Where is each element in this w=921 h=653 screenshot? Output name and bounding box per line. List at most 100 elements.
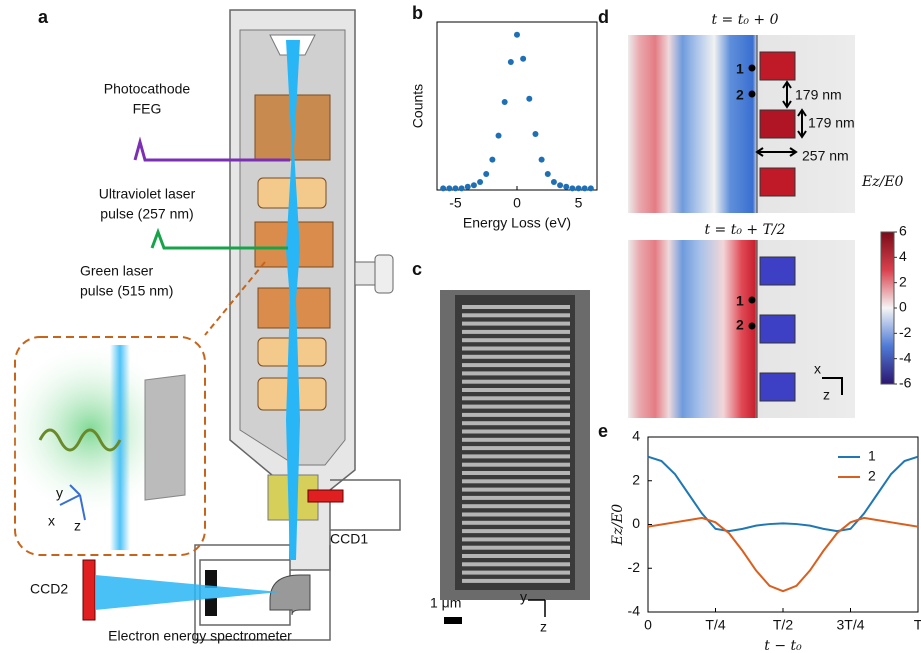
data-point	[582, 185, 588, 191]
panel-label: e	[598, 421, 608, 441]
x-axis-label: t − t₀	[764, 638, 802, 653]
grating-rib	[462, 322, 570, 326]
grating-rib	[462, 479, 570, 483]
grating-rib	[462, 363, 570, 367]
grating-rib	[462, 454, 570, 458]
y-axis-label: Counts	[410, 84, 426, 128]
panel-label: c	[412, 259, 422, 279]
grating-rib	[462, 546, 570, 550]
scale-bar-label: 1 μm	[430, 595, 461, 611]
grating-rib	[462, 338, 570, 342]
detector-label: CCD2	[30, 581, 68, 597]
dimension-label: 257 nm	[802, 148, 849, 164]
grating-rib	[462, 380, 570, 384]
grating-rib	[462, 421, 570, 425]
grating-rib	[462, 463, 570, 467]
data-point	[459, 185, 465, 191]
data-point	[551, 179, 557, 185]
grating-rib	[462, 571, 570, 575]
y-tick-label: 4	[632, 428, 640, 444]
laser-label: pulse (515 nm)	[80, 283, 173, 299]
data-point	[477, 179, 483, 185]
data-point	[452, 185, 458, 191]
grating-rib	[462, 579, 570, 583]
colorbar-tick-label: -2	[899, 324, 912, 340]
data-point	[539, 157, 545, 163]
spectrometer-label: Electron energy spectrometer	[108, 628, 292, 644]
legend-label: 1	[868, 448, 876, 464]
data-point	[489, 157, 495, 163]
data-point	[557, 182, 563, 188]
axis-label: x	[814, 361, 821, 377]
point-label: 2	[736, 317, 744, 333]
page: a b c d e Photocathode FEG Ultraviolet l…	[0, 0, 921, 653]
data-point	[545, 171, 551, 177]
y-axis-label: Ez/E0	[610, 504, 626, 547]
sem-image	[440, 290, 590, 624]
x-tick-label: -5	[449, 195, 462, 211]
x-tick-label: T	[914, 617, 921, 633]
grating-rib	[462, 554, 570, 558]
panel-label: b	[412, 3, 423, 23]
colorbar-tick-label: 4	[899, 248, 907, 264]
grating-rib	[462, 446, 570, 450]
figure: a b c d e Photocathode FEG Ultraviolet l…	[0, 0, 921, 653]
grating-rib	[462, 496, 570, 500]
axis-label: y	[520, 589, 527, 605]
dimension-label: 179 nm	[808, 115, 855, 131]
data-point	[471, 182, 477, 188]
data-point	[532, 131, 538, 137]
y-tick-label: 0	[632, 515, 640, 531]
grating-rib	[462, 529, 570, 533]
grating-rib	[462, 438, 570, 442]
panel-label: a	[38, 7, 49, 27]
time-label: t = t₀ + T/2	[704, 222, 785, 238]
x-tick-label: 0	[644, 617, 652, 633]
data-point	[576, 185, 582, 191]
axis-label: z	[823, 387, 830, 403]
data-point	[526, 96, 532, 102]
grating-rib	[462, 371, 570, 375]
data-point	[508, 59, 514, 65]
x-tick-label: 3T/4	[836, 617, 864, 633]
laser-label: Green laser	[80, 263, 153, 279]
plot-frame	[648, 437, 918, 612]
x-tick-label: 5	[575, 195, 583, 211]
grating-rib	[462, 388, 570, 392]
data-point	[514, 32, 520, 38]
data-point	[502, 99, 508, 105]
grating-rib	[462, 405, 570, 409]
x-tick-label: T/2	[773, 617, 793, 633]
plot-frame	[437, 22, 597, 190]
axis-label: z	[540, 619, 547, 635]
x-tick-label: 0	[513, 195, 521, 211]
grating-rib	[462, 562, 570, 566]
y-tick-label: -2	[628, 559, 641, 575]
grating-rib	[462, 471, 570, 475]
grating-rib	[462, 313, 570, 317]
grating-rib	[462, 396, 570, 400]
grating-rib	[462, 355, 570, 359]
legend-label: 2	[868, 468, 876, 484]
colorbar-tick-label: -4	[899, 349, 912, 365]
grating-rib	[462, 513, 570, 517]
grating-rib	[462, 537, 570, 541]
axis-label: x	[48, 513, 55, 529]
source-label: Photocathode	[104, 81, 191, 97]
x-axis-label: Energy Loss (eV)	[463, 215, 571, 231]
data-point	[465, 184, 471, 190]
data-point	[569, 185, 575, 191]
data-point	[496, 133, 502, 139]
grating-rib	[462, 347, 570, 351]
colorbar-tick-label: 2	[899, 273, 907, 289]
point-label: 1	[736, 61, 744, 77]
grating-rib	[462, 488, 570, 492]
data-point	[563, 184, 569, 190]
colorbar-tick-label: 6	[899, 223, 907, 239]
data-line	[648, 518, 918, 591]
colorbar-tick-label: -6	[899, 375, 912, 391]
panel-label: d	[598, 7, 609, 27]
source-label: FEG	[133, 101, 162, 117]
y-tick-label: 2	[632, 471, 640, 487]
point-label: 1	[736, 293, 744, 309]
